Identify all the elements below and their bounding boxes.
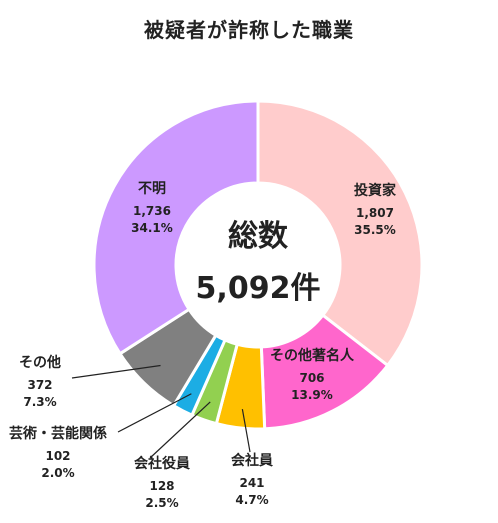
chart-title: 被疑者が詐称した職業 — [144, 18, 354, 42]
slice-name: その他著名人 — [270, 347, 355, 364]
slice-0 — [256, 99, 424, 368]
slice-count: 1,736 — [133, 204, 171, 218]
slice-name: 不明 — [138, 181, 166, 197]
slice-percent: 4.7% — [235, 493, 268, 507]
leader-line-4 — [117, 393, 192, 433]
slice-name: 芸術・芸能関係 — [9, 425, 107, 442]
slice-count: 128 — [149, 479, 174, 493]
slice-label-4: 芸術・芸能関係 102 2.0% — [9, 425, 107, 480]
slice-percent: 34.1% — [131, 221, 173, 235]
slice-count: 102 — [45, 449, 70, 463]
slice-6 — [92, 99, 260, 356]
slice-name: 会社役員 — [134, 455, 190, 472]
slice-label-0: 投資家 1,807 35.5% — [354, 182, 397, 237]
slice-count: 1,807 — [356, 206, 394, 220]
leader-lines — [71, 364, 251, 459]
slice-label-2: 会社員 241 4.7% — [231, 452, 273, 507]
leader-line-3 — [149, 401, 211, 459]
slice-percent: 13.9% — [291, 388, 333, 402]
slice-name: その他 — [19, 354, 61, 371]
slice-label-3: 会社役員 128 2.5% — [134, 455, 190, 510]
slice-label-5: その他 372 7.3% — [19, 354, 61, 409]
slice-name: 投資家 — [354, 182, 397, 199]
donut-slices — [92, 99, 424, 431]
slice-percent: 7.3% — [23, 395, 56, 409]
slice-labels: 投資家 1,807 35.5% その他著名人 706 13.9% 会社員 241 4.7% 会社役… — [9, 181, 397, 510]
slice-label-6: 不明 1,736 34.1% — [131, 181, 173, 235]
slice-count: 706 — [299, 371, 324, 385]
slice-label-1: その他著名人 706 13.9% — [270, 347, 355, 402]
slice-percent: 2.0% — [41, 466, 74, 480]
slice-percent: 35.5% — [354, 223, 396, 237]
slice-count: 372 — [27, 378, 52, 392]
center-label: 総数 — [228, 219, 289, 254]
leader-line-2 — [241, 409, 251, 453]
center-total: 5,092件 — [196, 271, 321, 306]
leader-line-5 — [71, 364, 161, 379]
slice-percent: 2.5% — [145, 496, 178, 510]
slice-count: 241 — [239, 476, 264, 490]
slice-name: 会社員 — [231, 452, 273, 469]
